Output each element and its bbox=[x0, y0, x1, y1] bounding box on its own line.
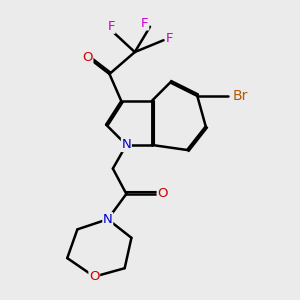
Text: F: F bbox=[107, 20, 115, 33]
Text: N: N bbox=[103, 213, 113, 226]
Text: O: O bbox=[157, 188, 168, 200]
Text: Br: Br bbox=[233, 89, 248, 103]
Text: N: N bbox=[122, 138, 131, 152]
Text: O: O bbox=[89, 270, 100, 283]
Text: F: F bbox=[166, 32, 173, 45]
Text: O: O bbox=[82, 51, 93, 64]
Text: F: F bbox=[141, 17, 149, 30]
